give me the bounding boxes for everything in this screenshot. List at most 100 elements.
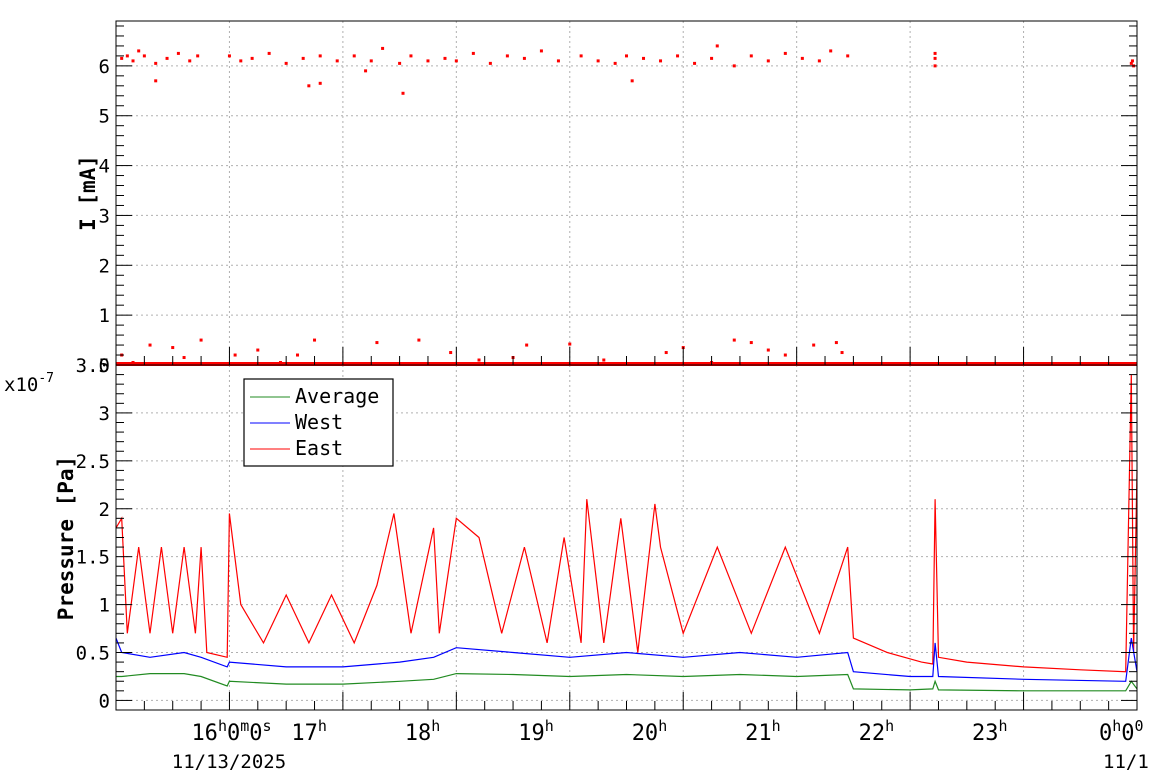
top-ylabel: I [mA] [76,155,100,231]
current-point [579,54,583,58]
x-tick-label: 21h [745,717,781,746]
current-point [171,346,175,350]
current-point [409,54,413,58]
x-tick-label: 18h [405,717,441,746]
current-point [812,343,816,347]
current-point [182,356,186,360]
x-tick-label: 20h [632,717,668,746]
current-point [693,61,697,65]
current-point [318,81,322,85]
date-label-end: 11/1 [1103,751,1149,773]
bottom-y-tick-label: 1.5 [76,547,110,569]
current-point [131,59,135,63]
current-point [829,49,833,53]
current-point [664,351,668,355]
legend-label-east: East [295,436,343,460]
current-point [715,44,719,48]
current-point [596,59,600,63]
current-point [766,59,770,63]
y-scale-multiplier: x10-7 [4,371,54,396]
current-point [642,56,646,60]
current-point [625,54,628,58]
current-point [568,342,572,346]
x-tick-label: 19h [518,717,554,746]
current-point [148,343,152,347]
current-point [381,46,385,50]
current-point [732,338,736,342]
y-scale-exponent: -7 [38,371,54,386]
legend-label-average: Average [295,384,379,408]
top-y-tick-label: 6 [99,56,110,78]
bottom-y-tick-label: 0 [99,690,110,712]
x-tick-label: 17h [291,717,327,746]
top-y-tick-label: 1 [99,305,110,327]
top-y-tick-label: 2 [99,255,110,277]
bottom-y-tick-label: 3 [99,403,110,425]
x-tick-label: 22h [859,717,895,746]
current-point [199,338,203,342]
series-line-west [115,637,1138,682]
top-y-tick-label: 5 [99,106,110,128]
current-point [488,61,492,65]
top-y-tick-label: 3 [99,205,110,227]
current-point [449,351,453,355]
x-tick-label: 16h0m0s [191,717,271,746]
current-point [613,61,617,65]
current-point [375,341,379,345]
current-point [398,61,402,65]
top-y-tick-label: 0 [99,355,110,377]
current-point [227,54,231,58]
bottom-y-tick-label: 3.5 [76,355,110,377]
current-point [766,348,770,352]
current-point [369,59,373,63]
current-point [120,56,124,60]
current-point [471,51,475,55]
legend-label-west: West [295,410,343,434]
current-point [933,64,937,68]
current-point [239,59,243,63]
axis-tick-labels: 16h0m0s 17h 18h 19h 20h 21h 22h 23h 0h00 0 1 2 3 4 5 6 0… [76,56,1144,746]
current-point [318,54,322,58]
current-point [525,343,529,347]
current-point [659,59,663,63]
current-point [840,351,844,355]
current-point [176,51,180,55]
axis-ticks [116,25,1138,710]
current-point [749,54,753,58]
current-point [454,59,458,63]
current-point [417,338,421,342]
current-point [401,91,405,95]
top-panel-series [116,44,1137,367]
current-point [539,49,543,53]
current-point [307,84,311,88]
bottom-y-tick-label: 1 [99,595,110,617]
current-point [1129,61,1133,65]
current-point [125,54,129,58]
current-point [556,59,560,63]
current-point [800,56,804,60]
current-point [783,353,787,357]
current-point [834,341,838,345]
current-point [933,56,937,60]
bottom-ylabel: Pressure [Pa] [54,456,78,620]
series-line-average [116,672,1138,692]
top-panel-grid [116,21,1138,366]
current-point [933,51,937,55]
current-point [505,54,509,58]
bottom-y-tick-label: 0.5 [76,643,110,665]
x-tick-label: 0h00 [1099,717,1144,746]
current-point [477,358,481,362]
current-point [296,353,300,357]
current-point [1130,59,1134,63]
bottom-y-tick-label: 2.5 [76,451,110,473]
current-point [426,59,430,63]
current-point [630,79,634,83]
top-y-tick-label: 4 [99,156,110,178]
current-point [732,64,736,68]
current-point [256,348,260,352]
current-point [352,54,356,58]
bottom-panel-series [115,374,1138,692]
current-point [142,54,146,58]
current-point [154,79,158,83]
current-point [817,59,821,63]
